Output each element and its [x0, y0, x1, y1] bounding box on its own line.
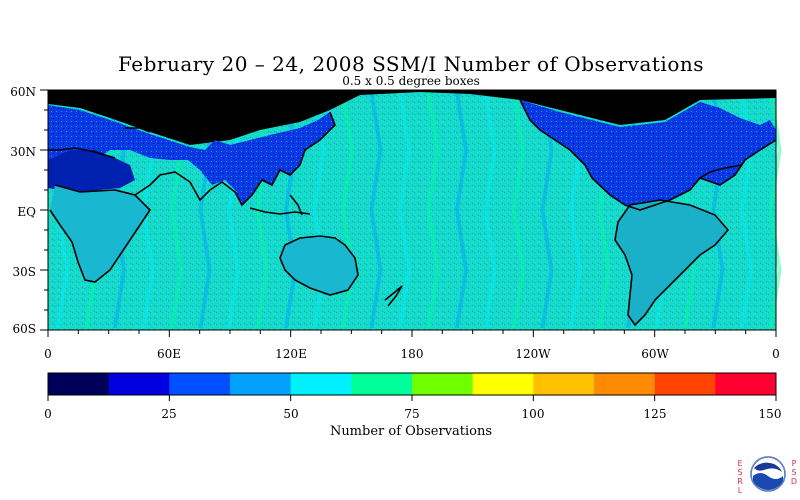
- swath-stripe: [455, 92, 468, 328]
- x-tick-label: 180: [400, 347, 424, 361]
- arctic-no-data-region: [48, 90, 776, 145]
- coastlines: [48, 99, 777, 327]
- colorbar-tick-label: 0: [44, 407, 52, 421]
- colorbar-tick-label: 25: [161, 407, 177, 421]
- swath-stripe: [426, 92, 440, 328]
- x-tick-label: 0: [44, 347, 52, 361]
- colorbar-title: Number of Observations: [329, 424, 493, 439]
- colorbar-segment: [351, 373, 413, 395]
- colorbar-segment: [594, 373, 656, 395]
- colorbar-tick-label: 50: [283, 407, 299, 421]
- colorbar-tick-label: 125: [643, 407, 667, 421]
- map-subtitle: 0.5 x 0.5 degree boxes: [342, 74, 480, 88]
- swath-stripe: [540, 92, 554, 328]
- x-tick-label: 120E: [275, 347, 307, 361]
- africa-land: [50, 185, 150, 282]
- map-title: February 20 – 24, 2008 SSM/I Number of O…: [117, 52, 705, 76]
- swath-stripe: [512, 92, 525, 328]
- colorbar-segment: [533, 373, 595, 395]
- y-tick-label: 60S: [12, 322, 37, 336]
- y-tick-label: 30S: [12, 265, 37, 279]
- noaa-logo-icon: [750, 456, 786, 492]
- colorbar-tick-label: 150: [758, 407, 782, 421]
- colorbar-tick-label: 100: [521, 407, 545, 421]
- swath-stripe: [768, 92, 782, 328]
- swath-stripe: [398, 92, 411, 328]
- x-tick-label: 60W: [641, 347, 669, 361]
- colorbar-segment: [108, 373, 170, 395]
- y-tick-label: 60N: [10, 85, 36, 99]
- swath-stripe: [113, 92, 126, 328]
- swath-stripe: [369, 92, 383, 328]
- australia-land: [280, 236, 358, 295]
- y-tick-label: 30N: [10, 145, 36, 159]
- x-tick-label: 60E: [156, 347, 182, 361]
- sahara-dark: [48, 150, 135, 192]
- colorbar-segment: [169, 373, 231, 395]
- colorbar-segment: [412, 373, 474, 395]
- colorbar-segment: [230, 373, 292, 395]
- colorbar-tick-label: 75: [404, 407, 420, 421]
- swath-stripe: [483, 92, 497, 328]
- north-america-land: [520, 100, 776, 210]
- colorbar-segment: [290, 373, 352, 395]
- x-tick-label: 120W: [515, 347, 551, 361]
- colorbar-segment: [472, 373, 534, 395]
- colorbar-segment: [715, 373, 777, 395]
- y-tick-label: EQ: [17, 205, 36, 219]
- colorbar-segment: [654, 373, 716, 395]
- colorbar: [48, 373, 777, 395]
- x-tick-label: 0: [772, 347, 780, 361]
- south-america-land: [615, 200, 728, 325]
- colorbar-segment: [48, 373, 110, 395]
